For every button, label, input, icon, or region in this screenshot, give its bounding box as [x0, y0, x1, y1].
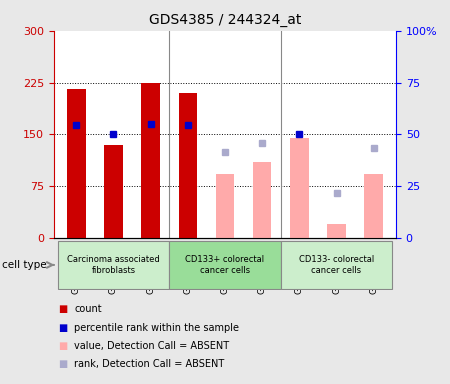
Text: value, Detection Call = ABSENT: value, Detection Call = ABSENT: [74, 341, 230, 351]
Text: ■: ■: [58, 341, 68, 351]
Text: ■: ■: [58, 323, 68, 333]
Text: ■: ■: [58, 359, 68, 369]
Bar: [104, 145, 123, 238]
Text: count: count: [74, 304, 102, 314]
Bar: [327, 224, 346, 238]
Bar: [67, 89, 86, 238]
Text: CD133- colorectal
cancer cells: CD133- colorectal cancer cells: [299, 255, 374, 275]
Bar: [141, 83, 160, 238]
Bar: [169, 241, 281, 289]
Bar: [253, 162, 271, 238]
Text: rank, Detection Call = ABSENT: rank, Detection Call = ABSENT: [74, 359, 225, 369]
Bar: [216, 174, 234, 238]
Text: CD133+ colorectal
cancer cells: CD133+ colorectal cancer cells: [185, 255, 265, 275]
Bar: [58, 241, 169, 289]
Bar: [364, 174, 383, 238]
Text: Carcinoma associated
fibroblasts: Carcinoma associated fibroblasts: [67, 255, 160, 275]
Title: GDS4385 / 244324_at: GDS4385 / 244324_at: [149, 13, 301, 27]
Bar: [290, 138, 309, 238]
Text: ■: ■: [58, 304, 68, 314]
Text: cell type: cell type: [2, 260, 47, 270]
Bar: [281, 241, 392, 289]
Text: percentile rank within the sample: percentile rank within the sample: [74, 323, 239, 333]
Bar: [179, 93, 197, 238]
